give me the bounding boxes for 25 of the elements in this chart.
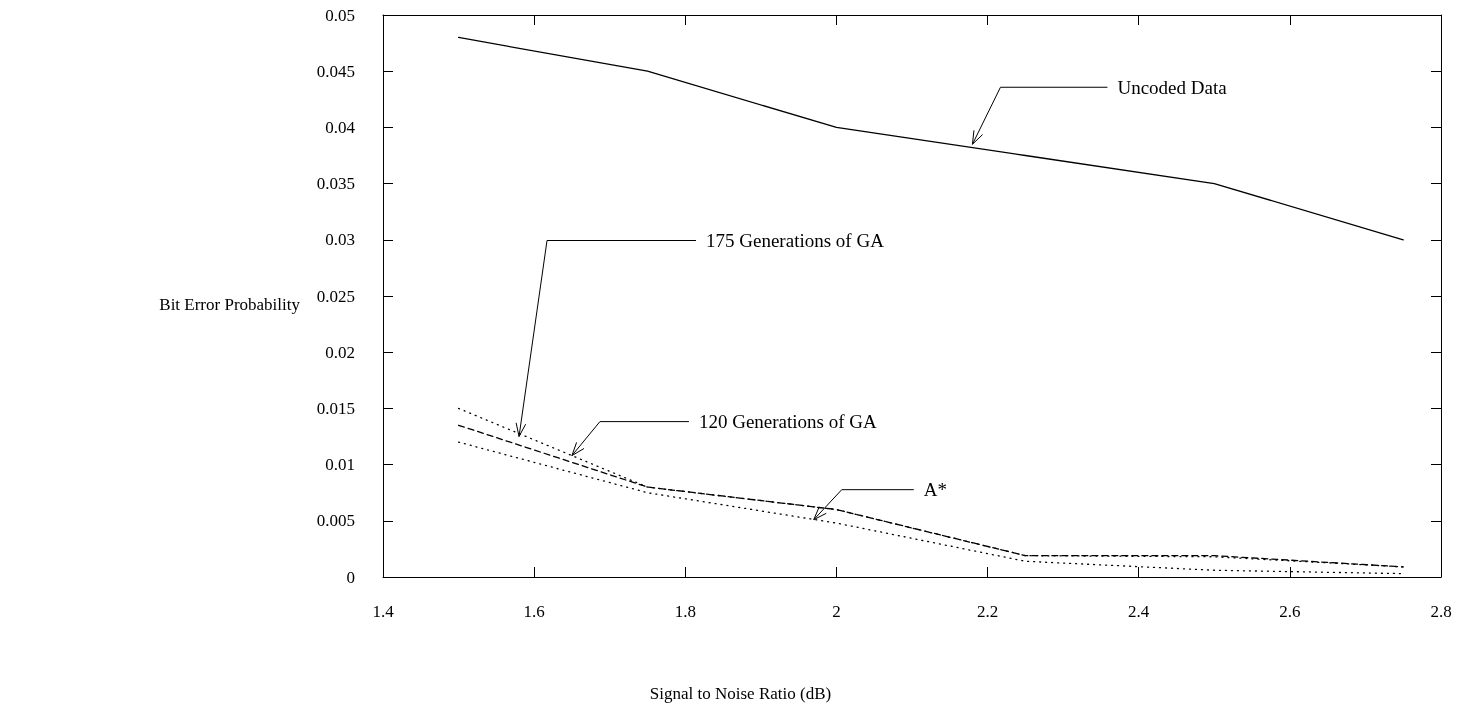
x-tick-label: 1.8 [674, 602, 696, 621]
annotation: A* [923, 479, 947, 501]
x-tick-label: 2.8 [1430, 602, 1452, 621]
y-axis-title: Bit Error Probability [159, 295, 301, 314]
x-tick-label: 1.4 [372, 602, 395, 621]
y-tick-label: 0.015 [316, 398, 355, 418]
y-tick-label: 0.035 [316, 174, 355, 194]
y-tick-label: 0.03 [325, 230, 355, 250]
y-tick-label: 0 [346, 567, 355, 587]
x-axis-title: Signal to Noise Ratio (dB) [649, 684, 832, 703]
annotation: Uncoded Data [1117, 76, 1228, 98]
y-tick-label: 0.04 [325, 117, 356, 137]
x-tick-label: 2 [832, 602, 841, 621]
x-tick-label: 2.6 [1279, 602, 1301, 621]
x-tick-label: 1.6 [523, 602, 545, 621]
y-tick-label: 0.005 [316, 511, 355, 531]
y-tick-label: 0.025 [316, 286, 355, 306]
y-tick-label: 0.05 [325, 5, 355, 25]
annotation: 120 Generations of GA [698, 411, 878, 433]
x-tick-label: 2.2 [976, 602, 999, 621]
y-tick-label: 0.01 [325, 455, 355, 475]
x-tick-label: 2.4 [1128, 602, 1150, 621]
y-tick-label: 0.045 [316, 61, 355, 81]
y-tick-label: 0.02 [325, 342, 355, 362]
annotation: 175 Generations of GA [706, 230, 885, 251]
